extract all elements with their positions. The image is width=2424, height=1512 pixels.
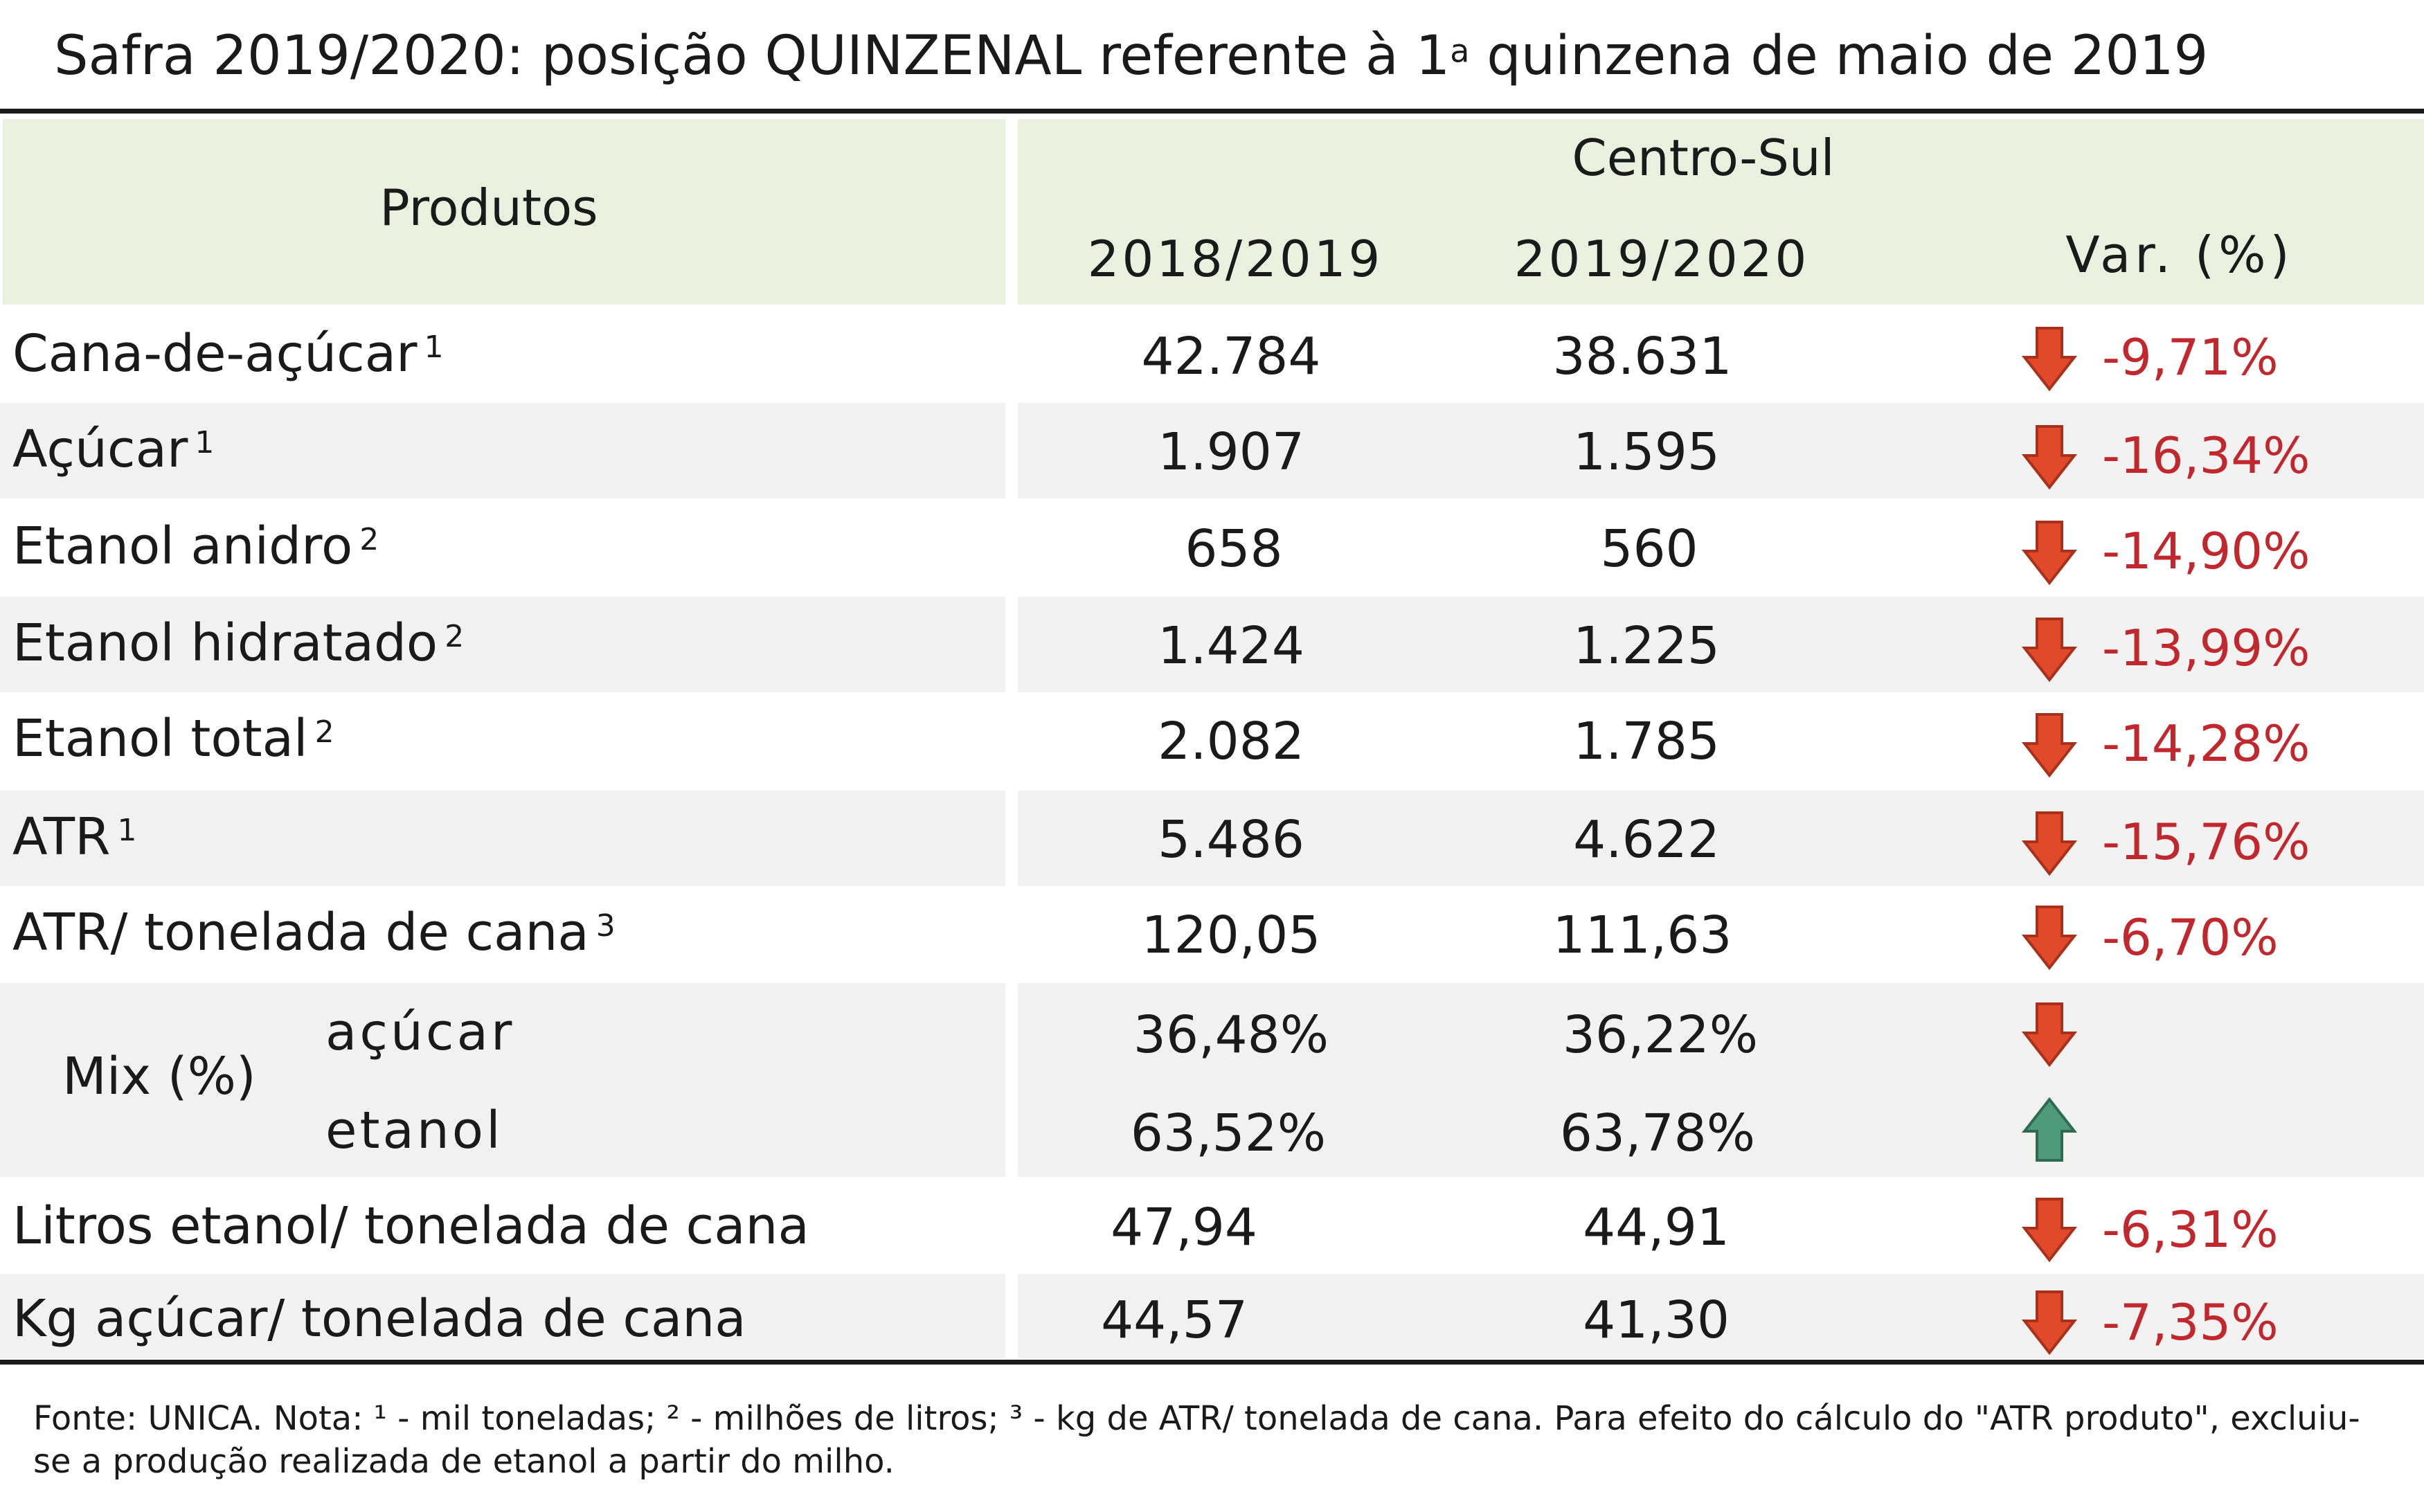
arrow-down-icon — [2022, 1198, 2077, 1263]
row-label: Etanol total 2 — [12, 709, 334, 768]
header-region: Centro-Sul — [1572, 129, 1835, 187]
row-label: Kg açúcar/ tonelada de cana — [12, 1289, 746, 1349]
mix-etanol-2018: 63,52% — [1130, 1104, 1327, 1163]
row-stripe — [1018, 597, 2424, 692]
arrow-down-icon — [2022, 1290, 2077, 1356]
row-stripe — [1018, 1274, 2424, 1358]
variation: -16,34% — [2102, 426, 2310, 485]
row-stripe — [0, 983, 1005, 1177]
variation: -6,31% — [2102, 1200, 2279, 1259]
row-label: Etanol hidratado 2 — [12, 613, 465, 673]
value-2018: 2.082 — [1158, 712, 1304, 771]
row-label: Litros etanol/ tonelada de cana — [12, 1196, 809, 1256]
row-label: ATR/ tonelada de cana 3 — [12, 903, 616, 962]
mix-etanol-2019: 63,78% — [1559, 1104, 1756, 1163]
arrow-down-icon — [2022, 425, 2077, 490]
row-stripe — [0, 597, 1005, 692]
row-stripe — [1018, 791, 2424, 886]
header-col-2018: 2018/2019 — [1087, 230, 1383, 288]
value-2018: 1.424 — [1158, 616, 1304, 676]
value-2019: 1.785 — [1573, 712, 1720, 771]
arrow-down-icon — [2022, 906, 2077, 971]
value-2019: 1.595 — [1573, 422, 1720, 482]
value-2018: 658 — [1185, 519, 1283, 579]
value-2018: 42.784 — [1141, 327, 1321, 386]
row-stripe — [1018, 403, 2424, 498]
variation: -14,90% — [2102, 522, 2310, 580]
mix-label: Mix (%) — [62, 1047, 256, 1106]
top-rule — [0, 109, 2424, 114]
mix-acucar-label: açúcar — [325, 1002, 515, 1062]
arrow-down-icon — [2022, 1002, 2077, 1068]
row-label: Etanol anidro 2 — [12, 516, 379, 576]
value-2019: 41,30 — [1583, 1290, 1730, 1350]
arrow-up-icon — [2022, 1097, 2077, 1162]
value-2019: 4.622 — [1573, 810, 1720, 870]
value-2018: 47,94 — [1111, 1198, 1257, 1257]
value-2018: 5.486 — [1158, 810, 1304, 870]
value-2019: 38.631 — [1552, 327, 1732, 386]
row-stripe — [0, 403, 1005, 498]
variation: -9,71% — [2102, 328, 2279, 386]
value-2019: 111,63 — [1552, 906, 1732, 965]
row-label: Cana-de-açúcar 1 — [12, 324, 444, 384]
value-2018: 1.907 — [1158, 422, 1304, 482]
arrow-down-icon — [2022, 327, 2077, 392]
bottom-rule — [0, 1360, 2424, 1365]
header-produtos-bg — [3, 119, 1005, 305]
value-2019: 560 — [1600, 519, 1698, 579]
value-2019: 1.225 — [1573, 616, 1720, 676]
mix-etanol-label: etanol — [325, 1101, 503, 1160]
arrow-down-icon — [2022, 521, 2077, 586]
table-title: Safra 2019/2020: posição QUINZENAL refer… — [54, 25, 2209, 87]
variation: -13,99% — [2102, 619, 2310, 677]
mix-acucar-2018: 36,48% — [1133, 1005, 1329, 1065]
row-stripe — [0, 791, 1005, 886]
row-label: ATR 1 — [12, 807, 137, 867]
header-col-2019: 2019/2020 — [1514, 230, 1810, 288]
value-2018: 120,05 — [1141, 906, 1321, 965]
variation: -14,28% — [2102, 714, 2310, 773]
variation: -15,76% — [2102, 813, 2310, 871]
header-region-bg — [1018, 119, 2424, 305]
row-stripe — [1018, 983, 2424, 1177]
arrow-down-icon — [2022, 811, 2077, 876]
value-2019: 44,91 — [1583, 1198, 1730, 1257]
variation: -7,35% — [2102, 1293, 2279, 1351]
header-col-var: Var. (%) — [2065, 226, 2294, 284]
footnote: Fonte: UNICA. Nota: ¹ - mil toneladas; ²… — [33, 1399, 2360, 1481]
row-label: Açúcar 1 — [12, 420, 215, 479]
variation: -6,70% — [2102, 908, 2279, 966]
header-produtos: Produtos — [379, 179, 598, 237]
mix-acucar-2019: 36,22% — [1562, 1005, 1759, 1065]
value-2018: 44,57 — [1101, 1290, 1248, 1350]
row-stripe — [0, 1274, 1005, 1358]
arrow-down-icon — [2022, 618, 2077, 683]
arrow-down-icon — [2022, 713, 2077, 778]
